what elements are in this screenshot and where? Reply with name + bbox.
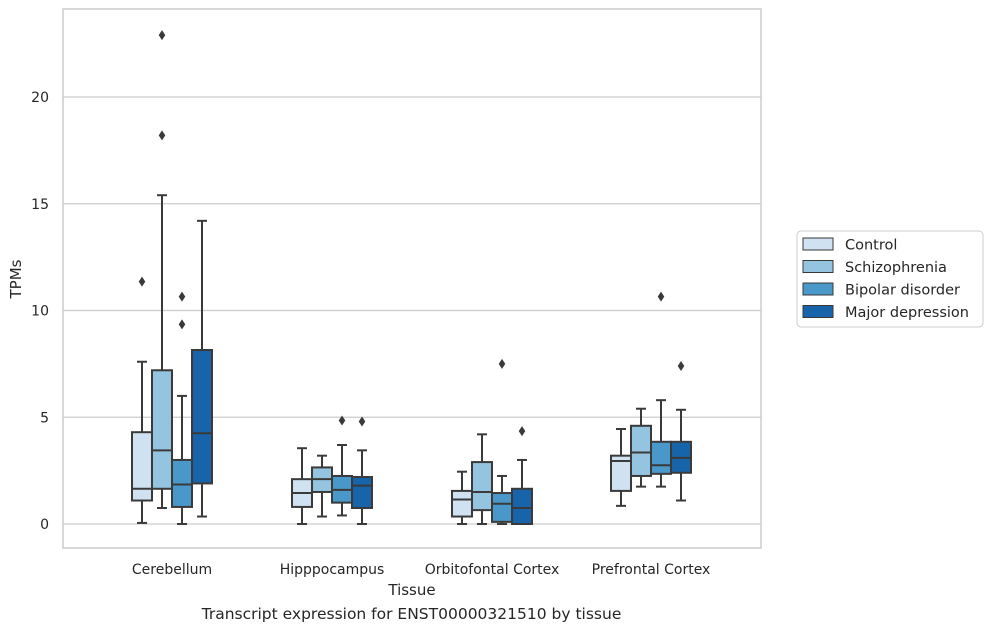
box-schizophrenia: [630, 407, 652, 488]
x-tick-label: Prefrontal Cortex: [592, 562, 711, 578]
legend-frame: [796, 230, 984, 328]
iqr-box: [131, 431, 153, 502]
iqr-box: [191, 348, 213, 485]
iqr-box: [491, 492, 513, 523]
legend-swatch: [802, 305, 834, 318]
box-bipolar-disorder: [491, 358, 513, 525]
legend-swatch: [802, 237, 834, 251]
outlier-point: [498, 358, 506, 369]
x-tick-labels: Cerebellum Hipppocampus Orbitofontal Corte…: [132, 562, 710, 578]
box-bipolar-disorder: [650, 291, 672, 488]
y-tick-label: 0: [40, 517, 49, 533]
x-tick-label: Cerebellum: [132, 562, 212, 578]
box-bipolar-disorder: [171, 291, 193, 525]
outlier-point: [138, 276, 146, 287]
box-major-depression: [670, 361, 692, 502]
legend-label: Bipolar disorder: [845, 283, 960, 299]
iqr-box: [511, 487, 533, 525]
gridlines: [63, 96, 761, 525]
boxplot-chart: 0 5 10 15 20 Cerebellum Hipppocampus Orbitofon…: [7, 8, 984, 599]
box-schizophrenia: [311, 454, 333, 518]
outlier-point: [338, 415, 346, 426]
legend-label: Schizophrenia: [845, 260, 947, 276]
box-control: [610, 427, 632, 507]
legend-label: Major depression: [845, 305, 969, 321]
iqr-box: [471, 461, 493, 512]
outlier-point: [178, 319, 186, 330]
y-tick-labels: 0 5 10 15 20: [31, 90, 49, 533]
x-axis-label: Tissue: [387, 581, 435, 599]
legend-label: Control: [845, 238, 897, 254]
outlier-point: [358, 416, 366, 427]
boxes: [131, 30, 692, 525]
box-control: [451, 470, 473, 525]
chart-caption: Transcript expression for ENST0000032151…: [201, 605, 622, 623]
y-axis-label: TPMs: [7, 259, 25, 299]
box-major-depression: [351, 416, 373, 525]
outlier-point: [158, 30, 166, 41]
outlier-point: [657, 291, 665, 302]
iqr-box: [151, 369, 173, 490]
box-schizophrenia: [151, 30, 173, 509]
box-control: [291, 447, 313, 525]
iqr-box: [171, 458, 193, 508]
legend-swatch: [802, 260, 834, 273]
x-tick-label: Orbitofontal Cortex: [425, 562, 560, 578]
outlier-point: [518, 426, 526, 437]
y-tick-label: 10: [31, 304, 49, 320]
outlier-point: [158, 130, 166, 141]
outlier-point: [178, 291, 186, 302]
box-control: [131, 276, 153, 524]
legend-items: Control Schizophrenia Bipolar disorder Majo…: [802, 237, 969, 321]
box-major-depression: [191, 219, 213, 518]
y-tick-label: 5: [40, 410, 49, 426]
legend: Control Schizophrenia Bipolar disorder Majo…: [796, 230, 984, 328]
iqr-box: [650, 440, 672, 475]
iqr-box: [451, 489, 473, 518]
iqr-box: [630, 424, 652, 477]
iqr-box: [351, 476, 373, 509]
x-tick-label: Hipppocampus: [280, 562, 385, 578]
y-tick-label: 20: [31, 90, 49, 106]
legend-swatch: [802, 282, 834, 296]
y-tick-label: 15: [31, 197, 49, 213]
box-major-depression: [511, 426, 533, 525]
box-bipolar-disorder: [331, 415, 353, 517]
plot-frame: [62, 8, 762, 549]
box-schizophrenia: [471, 433, 493, 525]
outlier-point: [677, 361, 685, 372]
